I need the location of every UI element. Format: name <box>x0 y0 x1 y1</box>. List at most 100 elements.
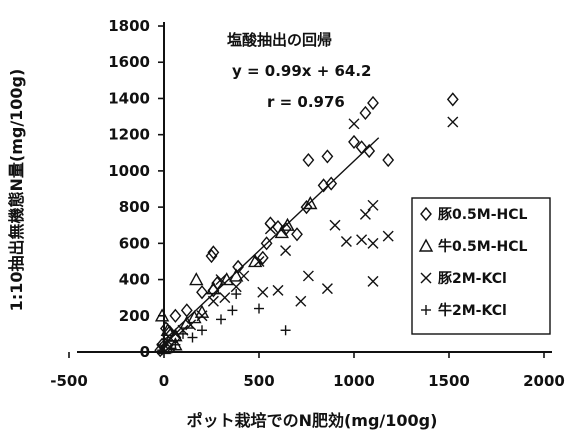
data-point-plus <box>162 336 173 347</box>
legend-label: 豚2M-KCl <box>438 271 507 287</box>
regression-equation: y = 0.99x + 64.2 <box>232 62 372 80</box>
data-points <box>154 92 459 358</box>
y-tick-label: 600 <box>119 234 150 252</box>
x-tick-label: 1500 <box>428 372 470 390</box>
data-point-triangle <box>274 225 289 239</box>
data-point-x <box>329 219 341 231</box>
data-point-diamond <box>446 92 459 107</box>
legend-label: 牛2M-KCl <box>438 302 507 319</box>
data-point-x <box>447 116 459 128</box>
y-tick-label: 1200 <box>108 126 150 144</box>
x-axis-label: ポット栽培でのN肥効(mg/100g) <box>187 411 438 430</box>
data-point-x <box>367 237 379 249</box>
data-point-diamond <box>196 285 208 300</box>
data-point-x <box>359 208 371 220</box>
data-point-x <box>257 286 269 298</box>
y-tick-label: 400 <box>119 271 150 289</box>
data-point-diamond <box>367 95 379 111</box>
data-point-x <box>215 274 227 286</box>
y-tick-label: 1600 <box>108 53 150 71</box>
data-point-x <box>321 283 333 295</box>
data-point-plus <box>231 289 242 300</box>
data-point-diamond <box>355 140 368 155</box>
x-tick-label: 1000 <box>333 372 375 390</box>
y-tick-label: 1800 <box>108 17 150 35</box>
data-point-x <box>253 255 265 267</box>
data-point-diamond <box>291 227 303 242</box>
legend-label: 牛0.5M-HCL <box>438 238 528 255</box>
data-point-x <box>356 234 368 246</box>
data-point-diamond <box>325 176 338 191</box>
data-point-x <box>196 310 208 322</box>
data-point-x <box>219 292 231 304</box>
data-point-plus <box>197 325 207 336</box>
data-point-diamond <box>359 105 372 121</box>
x-tick-label: -500 <box>50 372 88 390</box>
data-point-triangle <box>303 196 318 210</box>
y-axis-label: 1:10抽出無機態N量(mg/100g) <box>7 69 26 312</box>
data-point-diamond <box>300 200 313 215</box>
data-point-triangle <box>206 281 221 295</box>
data-point-plus <box>178 328 188 339</box>
y-tick-label: 1400 <box>108 89 150 107</box>
legend: 豚0.5M-HCL 牛0.5M-HCL 豚2M-KCl 牛2M-KCl <box>411 197 551 335</box>
data-point-x <box>280 245 292 257</box>
legend-marker-diamond <box>420 206 432 222</box>
data-point-plus <box>157 345 168 356</box>
x-tick-label: 500 <box>243 372 274 390</box>
data-point-diamond <box>260 236 273 251</box>
data-point-triangle <box>154 308 170 322</box>
data-point-triangle <box>229 268 244 282</box>
data-point-plus <box>166 343 177 354</box>
legend-marker-plus <box>421 305 431 315</box>
legend-box <box>411 197 551 335</box>
data-point-diamond <box>154 343 167 358</box>
data-point-plus <box>254 303 264 314</box>
data-point-diamond <box>169 308 182 323</box>
data-point-x <box>295 295 307 307</box>
x-ticks: -500 0 500 1000 1500 2000 <box>50 352 565 390</box>
y-tick-label: 200 <box>119 307 150 325</box>
data-point-diamond <box>163 324 176 340</box>
data-point-x <box>207 295 219 307</box>
legend-marker-x <box>420 272 432 284</box>
x-tick-label: 0 <box>159 372 169 390</box>
data-point-diamond <box>321 149 334 164</box>
data-point-plus <box>187 332 198 343</box>
data-point-diamond <box>205 248 218 264</box>
data-point-x <box>367 275 379 287</box>
data-point-plus <box>216 314 226 325</box>
x-tick-label: 2000 <box>523 372 565 390</box>
data-point-diamond <box>302 152 315 168</box>
data-point-x <box>382 230 394 242</box>
legend-marker-triangle <box>418 238 434 252</box>
data-point-triangle <box>280 217 295 231</box>
data-point-plus <box>280 325 291 336</box>
y-tick-label: 1000 <box>108 162 150 180</box>
y-ticks: 0 200 400 600 800 1000 1200 1400 1600 1800 <box>108 17 164 361</box>
data-point-x <box>302 270 314 282</box>
data-point-plus <box>227 305 238 316</box>
data-point-diamond <box>180 303 193 318</box>
data-point-triangle <box>219 272 234 286</box>
data-point-x <box>340 236 352 248</box>
chart-title: 塩酸抽出の回帰 <box>227 31 332 49</box>
data-point-x <box>264 223 276 235</box>
data-point-diamond <box>207 245 220 260</box>
data-point-x <box>185 319 197 331</box>
legend-label: 豚0.5M-HCL <box>438 207 528 223</box>
data-point-x <box>238 270 250 282</box>
data-point-x <box>348 118 360 130</box>
data-point-triangle <box>194 304 210 318</box>
correlation-coefficient: r = 0.976 <box>267 93 345 111</box>
data-point-x <box>272 284 284 296</box>
data-point-diamond <box>256 250 269 265</box>
data-point-diamond <box>348 134 360 150</box>
data-point-diamond <box>363 143 376 159</box>
data-point-diamond <box>382 152 395 168</box>
data-point-x <box>367 199 379 211</box>
data-point-diamond <box>317 178 330 193</box>
data-point-x <box>230 281 242 293</box>
data-point-triangle <box>189 272 204 286</box>
